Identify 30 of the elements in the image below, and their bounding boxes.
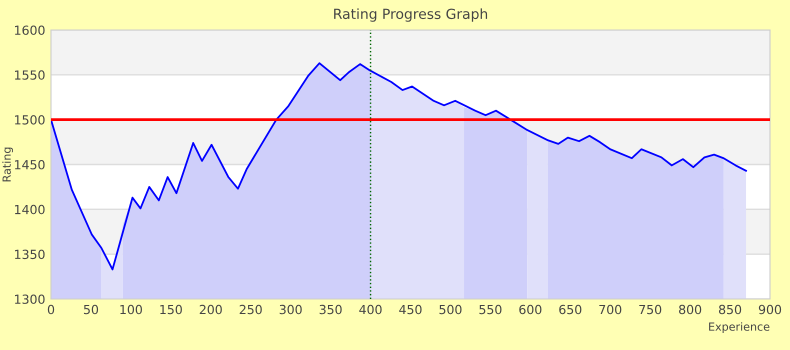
x-tick-label: 600 (519, 304, 542, 314)
x-tick-label: 0 (48, 304, 54, 314)
x-tick-label: 300 (280, 304, 302, 314)
x-tick-label: 450 (399, 304, 422, 314)
y-tick-label: 1400 (15, 204, 45, 214)
x-tick-label: 150 (160, 304, 182, 314)
x-tick-label: 100 (120, 304, 142, 314)
y-axis-title: Rating (2, 148, 13, 182)
y-tick-label: 1350 (15, 250, 45, 260)
x-tick-label: 500 (439, 304, 462, 314)
x-tick-label: 50 (84, 304, 98, 314)
x-tick-label: 850 (718, 304, 742, 314)
x-tick-label: 650 (559, 304, 582, 314)
chart-title: Rating Progress Graph (334, 8, 488, 22)
y-tick-label: 1600 (15, 25, 45, 35)
x-tick-label: 900 (758, 304, 782, 314)
x-tick-label: 800 (679, 304, 702, 314)
x-tick-label: 550 (479, 304, 502, 314)
x-tick-label: 250 (240, 304, 262, 314)
y-tick-label: 1300 (15, 294, 45, 304)
y-tick-label: 1500 (15, 115, 45, 125)
x-tick-label: 700 (599, 304, 622, 314)
line-series (51, 62, 747, 270)
x-tick-label: 350 (320, 304, 342, 314)
y-tick-label: 1550 (15, 70, 45, 80)
x-tick-label: 200 (200, 304, 222, 314)
x-tick-label: 400 (359, 304, 382, 314)
x-axis-title: Experience (709, 322, 770, 333)
x-tick-label: 750 (639, 304, 662, 314)
y-tick-label: 1450 (15, 160, 45, 170)
